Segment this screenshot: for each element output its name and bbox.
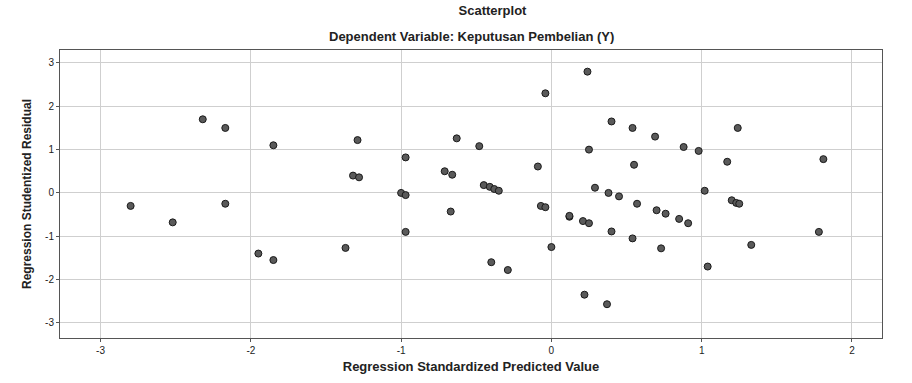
svg-text:2: 2 [48,101,54,112]
svg-text:1: 1 [48,144,54,155]
svg-text:-3: -3 [96,345,105,356]
svg-text:Regression Studentized Residua: Regression Studentized Residual [20,99,34,289]
svg-text:-1: -1 [45,231,54,242]
svg-text:3: 3 [48,57,54,68]
svg-text:Dependent Variable: Keputusan: Dependent Variable: Keputusan Pembelian … [329,29,614,44]
svg-text:-2: -2 [246,345,255,356]
svg-text:-3: -3 [45,317,54,328]
svg-text:Regression Standardized Predic: Regression Standardized Predicted Value [343,359,599,374]
svg-text:0: 0 [48,187,54,198]
svg-text:2: 2 [849,345,855,356]
svg-text:1: 1 [699,345,705,356]
svg-text:Scatterplot: Scatterplot [459,3,528,18]
svg-text:-1: -1 [397,345,406,356]
svg-text:0: 0 [549,345,555,356]
svg-text:-2: -2 [45,274,54,285]
